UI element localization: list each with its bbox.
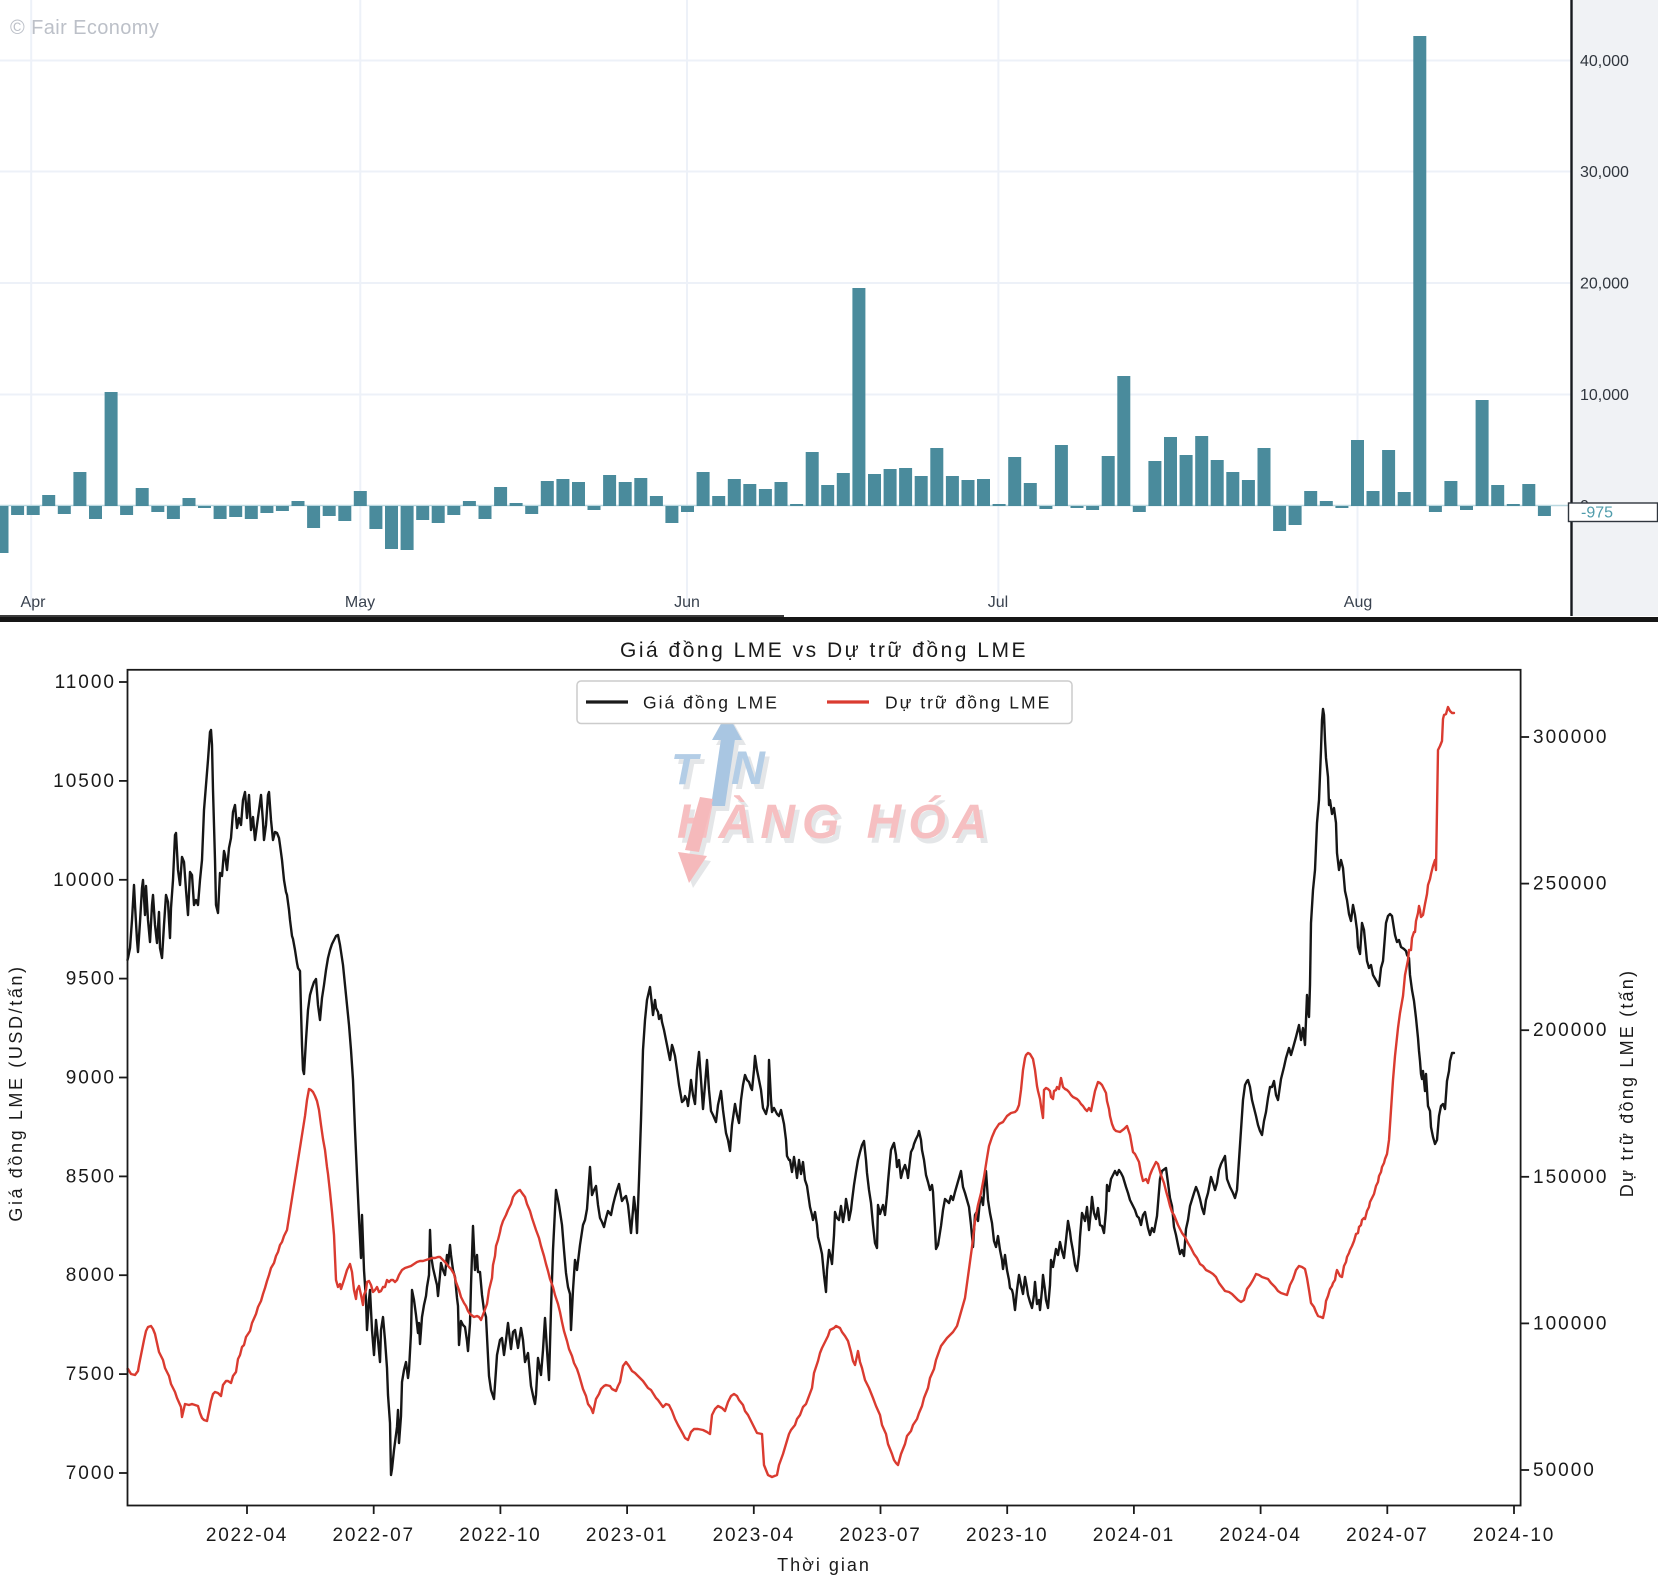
svg-text:Giá đồng LME vs Dự trữ đồng LM: Giá đồng LME vs Dự trữ đồng LME — [620, 639, 1028, 662]
svg-text:2023-04: 2023-04 — [713, 1525, 795, 1546]
svg-text:2022-07: 2022-07 — [333, 1525, 415, 1546]
svg-text:250000: 250000 — [1533, 874, 1608, 895]
svg-text:© Fair Economy: © Fair Economy — [10, 17, 159, 39]
svg-text:300000: 300000 — [1533, 727, 1608, 748]
svg-text:50000: 50000 — [1533, 1460, 1596, 1481]
svg-text:N: N — [731, 741, 766, 794]
svg-text:Apr: Apr — [21, 594, 47, 611]
svg-text:10500: 10500 — [53, 771, 116, 792]
svg-text:Jun: Jun — [674, 594, 700, 611]
svg-text:7500: 7500 — [66, 1364, 116, 1385]
svg-text:11000: 11000 — [55, 672, 116, 693]
svg-text:Aug: Aug — [1344, 594, 1372, 611]
svg-text:Giá đồng LME: Giá đồng LME — [643, 693, 779, 713]
svg-text:2024-01: 2024-01 — [1093, 1525, 1175, 1546]
svg-text:10000: 10000 — [53, 870, 116, 891]
svg-text:N: N — [735, 746, 770, 799]
svg-text:10,000: 10,000 — [1580, 387, 1629, 404]
svg-text:2023-07: 2023-07 — [839, 1525, 921, 1546]
svg-text:200000: 200000 — [1533, 1020, 1608, 1041]
svg-text:2023-10: 2023-10 — [966, 1525, 1048, 1546]
svg-text:40,000: 40,000 — [1580, 53, 1629, 70]
svg-text:9500: 9500 — [66, 969, 116, 990]
svg-text:Thời gian: Thời gian — [777, 1555, 871, 1575]
svg-text:Dự trữ đồng LME (tấn): Dự trữ đồng LME (tấn) — [1617, 969, 1637, 1197]
svg-text:T: T — [671, 745, 701, 794]
svg-text:HÀNG HÓA: HÀNG HÓA — [681, 800, 998, 854]
svg-text:HÀNG HÓA: HÀNG HÓA — [677, 795, 994, 849]
svg-text:T: T — [675, 750, 705, 799]
svg-text:2024-07: 2024-07 — [1346, 1525, 1428, 1546]
svg-text:-975: -975 — [1581, 505, 1613, 522]
svg-text:9000: 9000 — [66, 1068, 116, 1089]
svg-text:30,000: 30,000 — [1580, 164, 1629, 181]
svg-text:2022-04: 2022-04 — [206, 1525, 288, 1546]
svg-text:150000: 150000 — [1533, 1167, 1608, 1188]
svg-text:May: May — [345, 594, 375, 611]
svg-text:2024-04: 2024-04 — [1219, 1525, 1301, 1546]
svg-text:2023-01: 2023-01 — [586, 1525, 668, 1546]
svg-text:7000: 7000 — [66, 1463, 116, 1484]
svg-text:8500: 8500 — [66, 1166, 116, 1187]
svg-text:8000: 8000 — [66, 1265, 116, 1286]
svg-text:100000: 100000 — [1533, 1313, 1608, 1334]
svg-text:20,000: 20,000 — [1580, 276, 1629, 293]
svg-text:Giá đồng LME (USD/tấn): Giá đồng LME (USD/tấn) — [6, 964, 26, 1221]
svg-text:2024-10: 2024-10 — [1473, 1525, 1555, 1546]
svg-text:Jul: Jul — [988, 594, 1008, 611]
svg-text:Dự trữ đồng LME: Dự trữ đồng LME — [885, 693, 1051, 713]
svg-text:2022-10: 2022-10 — [459, 1525, 541, 1546]
